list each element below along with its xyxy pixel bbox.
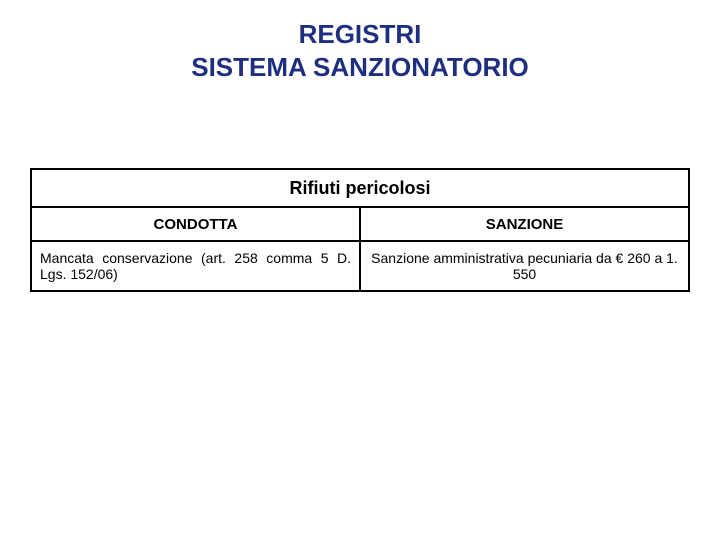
- page-title: REGISTRI SISTEMA SANZIONATORIO: [0, 0, 720, 83]
- cell-condotta: Mancata conservazione (art. 258 comma 5 …: [31, 241, 360, 291]
- slide-page: REGISTRI SISTEMA SANZIONATORIO Rifiuti p…: [0, 0, 720, 540]
- col-header-sanzione: SANZIONE: [360, 207, 689, 241]
- col-header-condotta: CONDOTTA: [31, 207, 360, 241]
- title-line-2: SISTEMA SANZIONATORIO: [191, 52, 529, 82]
- table-row: Mancata conservazione (art. 258 comma 5 …: [31, 241, 689, 291]
- table-header-row: CONDOTTA SANZIONE: [31, 207, 689, 241]
- title-line-1: REGISTRI: [299, 19, 422, 49]
- sanctions-table: Rifiuti pericolosi CONDOTTA SANZIONE Man…: [30, 168, 690, 292]
- cell-sanzione: Sanzione amministrativa pecuniaria da € …: [360, 241, 689, 291]
- table-caption: Rifiuti pericolosi: [31, 169, 689, 207]
- table-caption-row: Rifiuti pericolosi: [31, 169, 689, 207]
